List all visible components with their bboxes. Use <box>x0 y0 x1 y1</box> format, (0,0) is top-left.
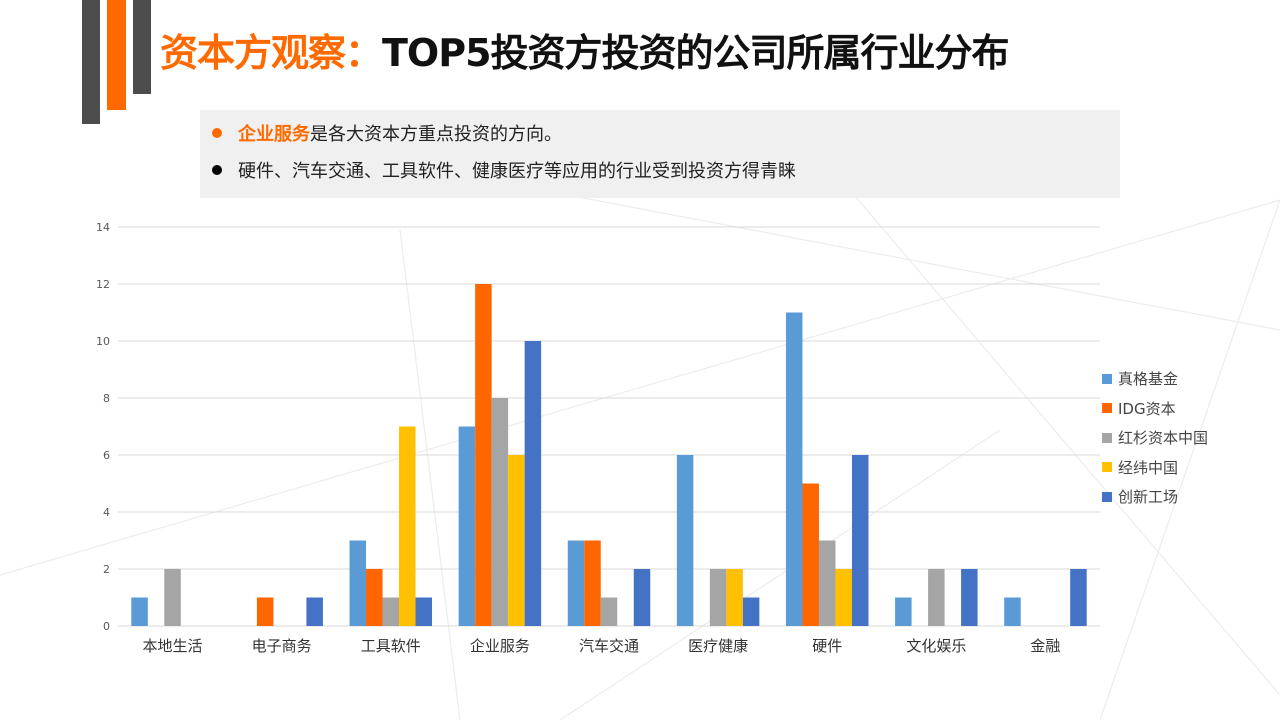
bullet-icon <box>212 128 222 138</box>
legend-swatch <box>1102 403 1112 414</box>
decor-bar-orange <box>107 0 126 110</box>
x-tick-label: 本地生活 <box>143 637 203 655</box>
decor-bar-dark-1 <box>82 0 100 124</box>
bar <box>600 597 618 626</box>
y-tick-label: 0 <box>103 620 110 633</box>
bar <box>1070 569 1087 626</box>
legend-item: 红杉资本中国 <box>1102 423 1208 453</box>
bar <box>895 597 912 626</box>
note-text: 是各大资本方重点投资的方向。 <box>310 124 562 145</box>
x-tick-label: 医疗健康 <box>688 637 748 655</box>
x-tick-label: 文化娱乐 <box>906 637 966 655</box>
note-highlight: 企业服务 <box>238 124 310 145</box>
bar <box>458 426 476 626</box>
bar <box>164 569 181 626</box>
bar <box>928 569 945 626</box>
bar <box>584 540 601 626</box>
legend-label: 真格基金 <box>1118 370 1179 389</box>
bar <box>415 597 433 626</box>
bar <box>306 597 323 626</box>
bar <box>742 597 760 626</box>
bar <box>256 597 274 626</box>
bar <box>366 569 383 626</box>
note-item-2: 硬件、汽车交通、工具软件、健康医疗等应用的行业受到投资方得青睐 <box>212 157 796 183</box>
y-tick-label: 10 <box>96 335 110 348</box>
x-tick-label: 电子商务 <box>252 637 312 655</box>
page-title-rest: TOP5投资方投资的公司所属行业分布 <box>382 31 1010 75</box>
notes-box: 企业服务是各大资本方重点投资的方向。 硬件、汽车交通、工具软件、健康医疗等应用的… <box>200 110 1120 198</box>
note-text: 硬件、汽车交通、工具软件、健康医疗等应用的行业受到投资方得青睐 <box>238 161 796 182</box>
bar <box>818 540 836 626</box>
legend-swatch <box>1102 491 1112 502</box>
legend-item: 真格基金 <box>1102 364 1208 394</box>
legend-item: IDG资本 <box>1102 394 1208 424</box>
page-title-accent: 资本方观察： <box>160 31 383 75</box>
legend-item: 经纬中国 <box>1102 453 1208 483</box>
bar <box>726 569 743 626</box>
y-tick-label: 14 <box>96 221 110 234</box>
bar <box>382 597 400 626</box>
legend-label: 创新工场 <box>1118 488 1179 507</box>
legend-swatch <box>1102 462 1112 473</box>
bar <box>835 569 852 626</box>
legend-label: 红杉资本中国 <box>1118 429 1209 448</box>
chart-legend: 真格基金 IDG资本红杉资本中国 经纬中国创新工场 <box>1102 364 1208 512</box>
bar <box>1004 597 1021 626</box>
y-tick-label: 2 <box>103 563 110 576</box>
x-tick-label: 企业服务 <box>470 637 530 655</box>
bar <box>524 341 542 626</box>
bar <box>802 483 819 626</box>
decor-bar-dark-2 <box>133 0 151 94</box>
legend-item: 创新工场 <box>1102 482 1208 512</box>
bar <box>633 569 651 626</box>
legend-swatch <box>1102 432 1112 443</box>
bar <box>349 540 367 626</box>
legend-label: IDG资本 <box>1118 399 1176 418</box>
bar <box>508 455 525 626</box>
y-tick-label: 12 <box>96 278 110 291</box>
legend-swatch <box>1102 373 1112 384</box>
bar <box>491 398 509 626</box>
page-title: 资本方观察：TOP5投资方投资的公司所属行业分布 <box>160 22 1010 77</box>
x-tick-label: 硬件 <box>812 637 842 655</box>
bar <box>131 597 148 626</box>
note-item-1: 企业服务是各大资本方重点投资的方向。 <box>212 120 562 146</box>
x-tick-label: 汽车交通 <box>579 637 639 655</box>
bar <box>399 426 416 626</box>
bar <box>961 569 978 626</box>
bar <box>709 569 727 626</box>
y-tick-label: 4 <box>103 506 110 519</box>
bar <box>785 312 803 626</box>
y-tick-label: 8 <box>103 392 110 405</box>
x-tick-label: 金融 <box>1030 637 1060 655</box>
bar <box>567 540 585 626</box>
legend-label: 经纬中国 <box>1118 458 1179 477</box>
bar <box>851 455 869 626</box>
bar <box>475 284 492 626</box>
y-tick-label: 6 <box>103 449 110 462</box>
bar <box>676 455 694 626</box>
bullet-icon <box>212 165 222 175</box>
x-tick-label: 工具软件 <box>361 637 421 655</box>
